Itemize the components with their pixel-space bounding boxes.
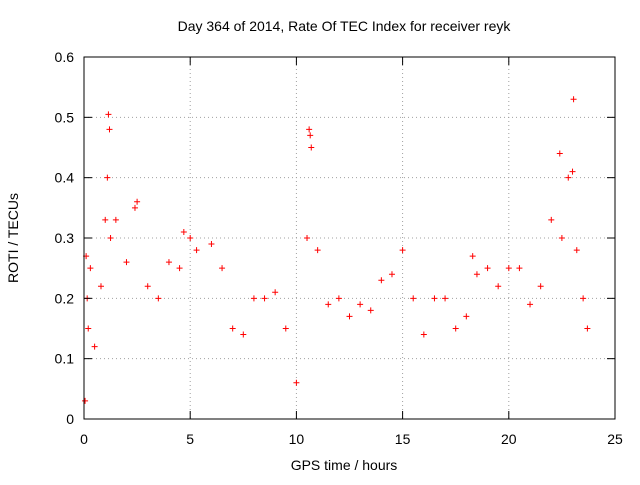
data-point: [306, 126, 313, 133]
data-point: [307, 132, 314, 139]
data-point: [293, 379, 300, 386]
data-point: [388, 271, 395, 278]
data-point: [102, 216, 109, 223]
data-point: [584, 325, 591, 332]
data-point: [463, 313, 470, 320]
y-tick-label: 0.2: [55, 290, 75, 306]
data-point: [580, 295, 587, 302]
axis-ticks: 0 0.1 0.2 0.3 0.4 0.5 0.6 0 5 10 15 20 25: [55, 49, 623, 447]
data-points: [82, 96, 591, 404]
data-point: [569, 168, 576, 175]
data-point: [335, 295, 342, 302]
data-point: [229, 325, 236, 332]
data-point: [346, 313, 353, 320]
data-point: [410, 295, 417, 302]
x-tick-label: 20: [501, 431, 517, 447]
data-point: [558, 235, 565, 241]
data-point: [272, 289, 279, 296]
x-tick-label: 0: [80, 431, 88, 447]
data-point: [105, 111, 112, 118]
data-point: [208, 241, 215, 248]
data-point: [516, 265, 523, 272]
data-point: [261, 295, 268, 302]
data-point: [144, 283, 151, 290]
data-point: [420, 331, 427, 338]
data-point: [573, 247, 580, 254]
data-point: [87, 265, 94, 272]
data-point: [357, 301, 364, 308]
data-point: [548, 216, 555, 223]
data-point: [484, 265, 491, 272]
data-point: [240, 331, 247, 338]
data-point: [378, 277, 385, 284]
data-point: [165, 259, 172, 266]
data-point: [308, 144, 315, 151]
data-point: [469, 253, 476, 260]
data-point: [556, 150, 563, 157]
data-point: [250, 295, 257, 302]
x-tick-label: 15: [395, 431, 411, 447]
x-axis-label: GPS time / hours: [291, 457, 398, 473]
data-point: [155, 295, 162, 302]
data-point: [91, 343, 98, 350]
data-point: [495, 283, 502, 290]
y-tick-label: 0.6: [55, 49, 75, 65]
plot-area-frame: [83, 56, 616, 420]
x-tick-label: 25: [607, 431, 623, 447]
data-point: [106, 126, 113, 133]
data-point: [219, 265, 226, 272]
data-point: [134, 198, 141, 205]
series-roti: [82, 96, 591, 404]
data-point: [282, 325, 289, 332]
x-tick-label: 5: [186, 431, 194, 447]
data-point: [565, 174, 572, 181]
data-point: [314, 247, 321, 254]
data-point: [527, 301, 534, 308]
data-point: [473, 271, 480, 278]
data-point: [325, 301, 332, 308]
data-point: [85, 325, 92, 332]
data-point: [82, 397, 89, 404]
data-point: [304, 235, 311, 241]
data-point: [107, 235, 114, 241]
data-point: [104, 174, 111, 181]
data-point: [97, 283, 104, 290]
y-tick-label: 0.3: [55, 230, 75, 246]
data-point: [442, 295, 449, 302]
y-tick-label: 0.5: [55, 109, 75, 125]
data-point: [367, 307, 374, 314]
data-point: [180, 228, 187, 235]
y-tick-label: 0: [66, 411, 74, 427]
data-point: [193, 247, 200, 254]
data-point: [570, 96, 577, 103]
y-tick-label: 0.4: [55, 170, 75, 186]
data-point: [131, 204, 138, 211]
data-point: [505, 265, 512, 272]
y-tick-label: 0.1: [55, 351, 75, 367]
data-point: [176, 265, 183, 272]
data-point: [187, 235, 194, 241]
y-axis-label: ROTI / TECUs: [5, 193, 21, 283]
data-point: [431, 295, 438, 302]
data-point: [452, 325, 459, 332]
gridlines: [84, 57, 615, 419]
chart-title: Day 364 of 2014, Rate Of TEC Index for r…: [178, 18, 512, 34]
data-point: [399, 247, 406, 254]
data-point: [112, 216, 119, 223]
data-point: [123, 259, 130, 266]
x-tick-label: 10: [289, 431, 305, 447]
data-point: [537, 283, 544, 290]
